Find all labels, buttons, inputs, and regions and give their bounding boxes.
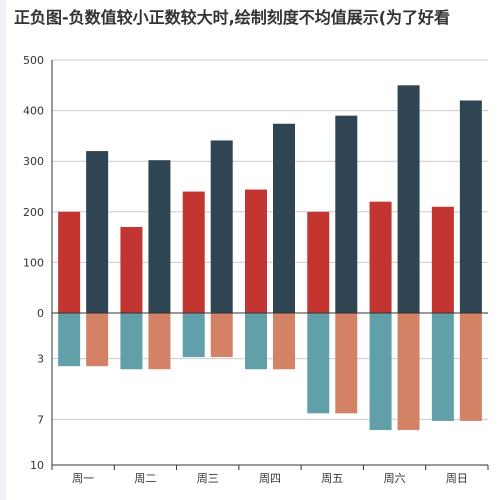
bar-negative (182, 313, 205, 358)
bar-negative (245, 313, 267, 370)
y-tick-label: 10 (30, 459, 44, 472)
panel-edge (0, 0, 6, 500)
y-tick-label: 400 (23, 105, 44, 118)
x-tick-label: 周五 (321, 472, 343, 485)
bar-positive (273, 123, 295, 313)
bar-negative (459, 313, 482, 421)
x-tick-label: 周一 (72, 472, 94, 485)
x-tick-label: 周二 (134, 472, 156, 485)
bar-negative (397, 313, 420, 431)
bar-negative (335, 313, 358, 414)
bar-positive (86, 151, 109, 313)
bar-negative (210, 313, 233, 358)
bar-positive (58, 211, 81, 313)
y-tick-label: 200 (23, 206, 44, 219)
bar-layer (58, 85, 482, 431)
bar-negative (86, 313, 109, 367)
bar-negative (120, 313, 143, 370)
y-tick-label: 7 (37, 413, 44, 426)
y-tick-label: 100 (23, 256, 44, 269)
bar-positive (148, 160, 171, 313)
chart-title: 正负图-负数值较小正数较大时,绘制刻度不均值展示(为了好看 (14, 8, 451, 27)
axis-layer (51, 60, 489, 470)
bar-negative (369, 313, 392, 431)
x-tick-label: 周六 (384, 472, 406, 485)
bar-positive (120, 226, 143, 313)
bar-positive (431, 206, 454, 313)
bar-positive (397, 85, 420, 313)
bar-negative (431, 313, 454, 421)
bar-negative (148, 313, 171, 370)
y-tick-label: 500 (23, 54, 44, 67)
y-tick-label: 3 (37, 353, 44, 366)
x-tick-label: 周日 (446, 472, 468, 485)
bar-negative (307, 313, 330, 414)
x-tick-label: 周三 (197, 472, 219, 485)
bar-positive (369, 201, 392, 313)
bar-positive (459, 100, 482, 313)
y-tick-label: 300 (23, 155, 44, 168)
bar-positive (335, 115, 358, 313)
grid-layer (52, 59, 488, 420)
bar-positive (182, 191, 205, 313)
x-tick-label: 周四 (259, 472, 281, 485)
bar-negative (58, 313, 81, 367)
y-tick-label: 0 (37, 307, 44, 320)
bar-positive (210, 140, 233, 313)
bar-positive (245, 189, 267, 313)
label-layer: 500 400 300 200 100 0 3 7 10 周一 周二 周三 周四 周五 周六 周日 (23, 54, 468, 485)
bar-positive (307, 211, 330, 313)
bar-negative (273, 313, 295, 370)
